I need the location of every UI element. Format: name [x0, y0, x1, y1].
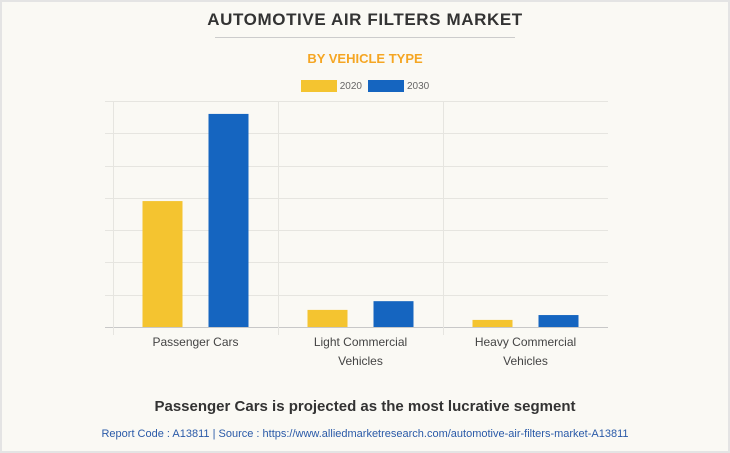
legend-swatch-2030 — [368, 80, 404, 92]
source-line: Report Code : A13811 | Source : https://… — [101, 428, 629, 440]
legend: 2020 2030 — [0, 80, 730, 92]
legend-item-2030[interactable]: 2030 — [368, 80, 429, 92]
gridlines — [105, 101, 608, 335]
x-tick-label: Light Commercial Vehicles — [314, 335, 407, 368]
legend-label-2030: 2030 — [407, 80, 430, 92]
bar-2030-heavy-commercial-vehicles[interactable] — [538, 315, 579, 327]
headline-text: Passenger Cars is projected as the most … — [154, 398, 576, 415]
bar-2030-passenger-cars[interactable] — [208, 113, 249, 328]
legend-item-2020[interactable]: 2020 — [300, 80, 362, 92]
x-tick-label: Heavy Commercial Vehicles — [475, 335, 576, 368]
legend-label-2020: 2020 — [339, 80, 362, 92]
chart-subtitle: BY VEHICLE TYPE — [307, 51, 423, 66]
x-axis-labels: Passenger Cars Light Commercial Vehicles He… — [152, 335, 576, 368]
bars — [142, 113, 579, 328]
bar-2020-heavy-commercial-vehicles[interactable] — [472, 319, 513, 327]
bar-2030-light-commercial-vehicles[interactable] — [373, 301, 414, 327]
x-tick-label: Passenger Cars — [152, 335, 238, 349]
bar-2020-light-commercial-vehicles[interactable] — [307, 309, 348, 327]
chart-title: AUTOMOTIVE AIR FILTERS MARKET — [207, 10, 523, 29]
legend-swatch-2020 — [300, 80, 337, 92]
bar-2020-passenger-cars[interactable] — [142, 201, 183, 327]
title-divider — [215, 37, 515, 38]
